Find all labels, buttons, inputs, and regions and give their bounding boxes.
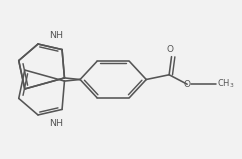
Text: O: O <box>184 80 191 89</box>
Text: NH: NH <box>49 119 63 128</box>
Text: CH$_3$: CH$_3$ <box>217 77 235 90</box>
Text: O: O <box>167 45 174 54</box>
Text: NH: NH <box>49 31 63 40</box>
